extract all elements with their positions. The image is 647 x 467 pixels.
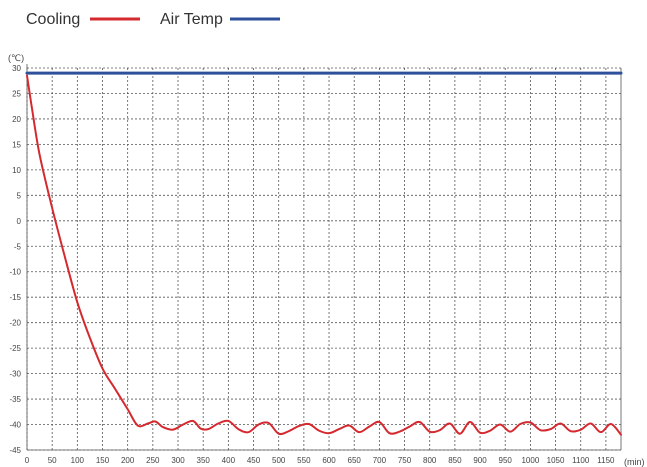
legend: Cooling Air Temp (26, 11, 280, 28)
y-tick-label: 10 (12, 166, 21, 175)
x-tick-label: 650 (348, 456, 362, 465)
x-tick-label: 750 (398, 456, 412, 465)
x-tick-label: 150 (96, 456, 110, 465)
x-tick-label: 450 (247, 456, 261, 465)
y-tick-label: 0 (17, 217, 22, 226)
series-line-cooling (26, 74, 622, 436)
x-tick-label: 100 (71, 456, 85, 465)
grid (26, 67, 621, 451)
x-tick-label: 350 (197, 456, 211, 465)
x-tick-label: 250 (146, 456, 160, 465)
x-tick-label: 200 (121, 456, 135, 465)
y-tick-label: 30 (12, 64, 21, 73)
y-tick-label: -40 (9, 421, 21, 430)
x-tick-label: 900 (473, 456, 487, 465)
y-tick-label: 20 (12, 115, 21, 124)
y-tick-label: -30 (9, 370, 21, 379)
x-tick-label: 400 (222, 456, 236, 465)
x-tick-label: 700 (373, 456, 387, 465)
x-tick-label: 50 (48, 456, 57, 465)
x-tick-label: 950 (499, 456, 513, 465)
x-axis-unit: (min) (624, 457, 645, 467)
y-tick-label: -5 (14, 242, 22, 251)
y-tick-label: -15 (9, 293, 21, 302)
x-tick-label: 600 (322, 456, 336, 465)
plot-frame (26, 64, 622, 451)
y-tick-label: 25 (12, 89, 21, 98)
legend-label-cooling: Cooling (26, 11, 80, 28)
x-tick-label: 0 (25, 456, 30, 465)
x-tick-label: 1100 (572, 456, 590, 465)
x-tick-label: 300 (171, 456, 185, 465)
y-tick-label: 5 (17, 191, 22, 200)
y-tick-label: -20 (9, 319, 21, 328)
y-tick-label: -35 (9, 395, 21, 404)
y-tick-label: -45 (9, 446, 21, 455)
y-tick-label: -25 (9, 344, 21, 353)
x-tick-label: 1050 (547, 456, 565, 465)
x-tick-label: 1150 (597, 456, 615, 465)
x-tick-label: 1000 (521, 456, 539, 465)
y-tick-label: -10 (9, 268, 21, 277)
y-axis-unit: (℃) (8, 53, 24, 63)
x-tick-label: 800 (423, 456, 437, 465)
x-tick-label: 500 (272, 456, 286, 465)
x-axis-ticks: 0 50 100 150 200 250 300 350 400 450 500 550 600 650 7… (25, 456, 615, 465)
x-tick-label: 850 (448, 456, 462, 465)
y-axis-ticks: 30 25 20 15 10 5 0 -5 -10 -15 -20 -25 -30 -35 -40 -45 (9, 64, 21, 455)
y-tick-label: 15 (12, 140, 21, 149)
series-lines (25, 71, 623, 436)
legend-label-air-temp: Air Temp (160, 11, 223, 28)
x-tick-label: 550 (297, 456, 311, 465)
